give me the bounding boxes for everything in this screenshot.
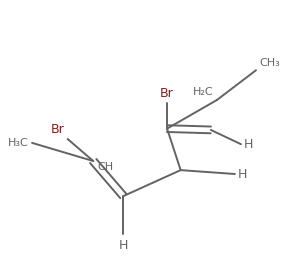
- Text: H: H: [244, 138, 253, 151]
- Text: H: H: [238, 167, 247, 180]
- Text: H: H: [119, 239, 128, 252]
- Text: CH₃: CH₃: [259, 58, 280, 68]
- Text: H₂C: H₂C: [193, 87, 214, 98]
- Text: CH: CH: [98, 162, 114, 172]
- Text: H₃C: H₃C: [8, 138, 29, 148]
- Text: Br: Br: [160, 87, 174, 100]
- Text: Br: Br: [51, 123, 64, 136]
